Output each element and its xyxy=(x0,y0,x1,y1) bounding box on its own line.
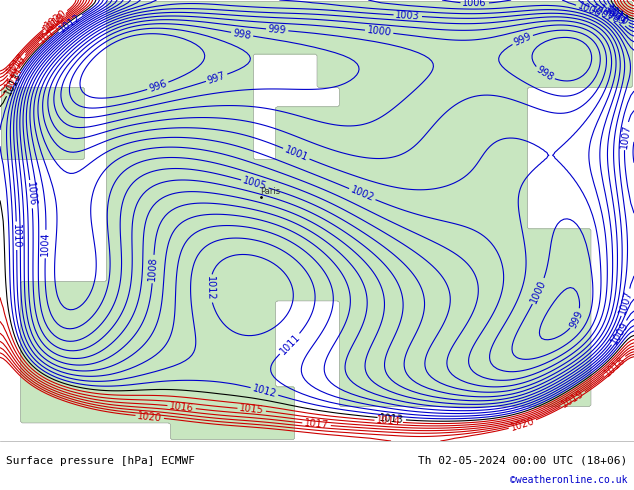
Text: 1000: 1000 xyxy=(529,278,548,304)
Text: 1013: 1013 xyxy=(3,70,23,97)
Text: 1020: 1020 xyxy=(43,8,68,31)
Text: Paris: Paris xyxy=(260,187,280,196)
Text: 1006: 1006 xyxy=(576,1,603,20)
Text: 1006: 1006 xyxy=(25,181,37,207)
Text: 1015: 1015 xyxy=(239,403,264,416)
Text: 1008: 1008 xyxy=(147,256,159,282)
Text: 1005: 1005 xyxy=(242,175,268,192)
Text: 1016: 1016 xyxy=(5,54,28,79)
Text: 1002: 1002 xyxy=(349,185,375,203)
Text: 999: 999 xyxy=(512,31,533,48)
Text: 1014: 1014 xyxy=(3,65,24,91)
Text: 1007: 1007 xyxy=(589,3,615,24)
Text: 999: 999 xyxy=(568,309,585,329)
Text: 1012: 1012 xyxy=(251,383,278,399)
Text: 1001: 1001 xyxy=(283,145,309,163)
Text: 1000: 1000 xyxy=(366,25,392,38)
Text: 1018: 1018 xyxy=(41,13,67,36)
Text: 1009: 1009 xyxy=(602,5,627,28)
Text: 1012: 1012 xyxy=(205,276,216,301)
Text: 1007: 1007 xyxy=(619,123,632,149)
Text: 999: 999 xyxy=(268,24,287,36)
Text: 1018: 1018 xyxy=(602,354,627,378)
Text: 1007: 1007 xyxy=(618,289,634,316)
Text: 1011: 1011 xyxy=(278,332,302,356)
Text: 997: 997 xyxy=(206,70,227,86)
Text: 1016: 1016 xyxy=(169,401,194,413)
Text: 1012: 1012 xyxy=(57,12,83,34)
Text: 1017: 1017 xyxy=(5,51,28,76)
Text: 1020: 1020 xyxy=(509,416,536,433)
Text: 1020: 1020 xyxy=(137,411,162,423)
Text: 1004: 1004 xyxy=(41,232,51,256)
Text: 1003: 1003 xyxy=(395,10,420,22)
Text: 996: 996 xyxy=(148,78,168,94)
Text: 1010: 1010 xyxy=(605,5,630,28)
Text: Th 02-05-2024 00:00 UTC (18+06): Th 02-05-2024 00:00 UTC (18+06) xyxy=(418,456,628,466)
Text: 1014: 1014 xyxy=(376,416,401,427)
Text: 1015: 1015 xyxy=(37,22,62,45)
Text: 1006: 1006 xyxy=(462,0,487,8)
Text: 1010: 1010 xyxy=(11,223,22,248)
Text: 1017: 1017 xyxy=(304,418,329,431)
Text: 1019: 1019 xyxy=(560,389,586,410)
Text: 1011: 1011 xyxy=(605,2,630,25)
Text: 1013: 1013 xyxy=(379,413,404,425)
Text: 1019: 1019 xyxy=(42,11,67,34)
Text: 1008: 1008 xyxy=(596,4,621,26)
Text: Surface pressure [hPa] ECMWF: Surface pressure [hPa] ECMWF xyxy=(6,456,195,466)
Text: ©weatheronline.co.uk: ©weatheronline.co.uk xyxy=(510,475,628,485)
Text: 998: 998 xyxy=(232,28,252,41)
Text: 998: 998 xyxy=(534,65,555,83)
Text: 1009: 1009 xyxy=(609,320,630,346)
